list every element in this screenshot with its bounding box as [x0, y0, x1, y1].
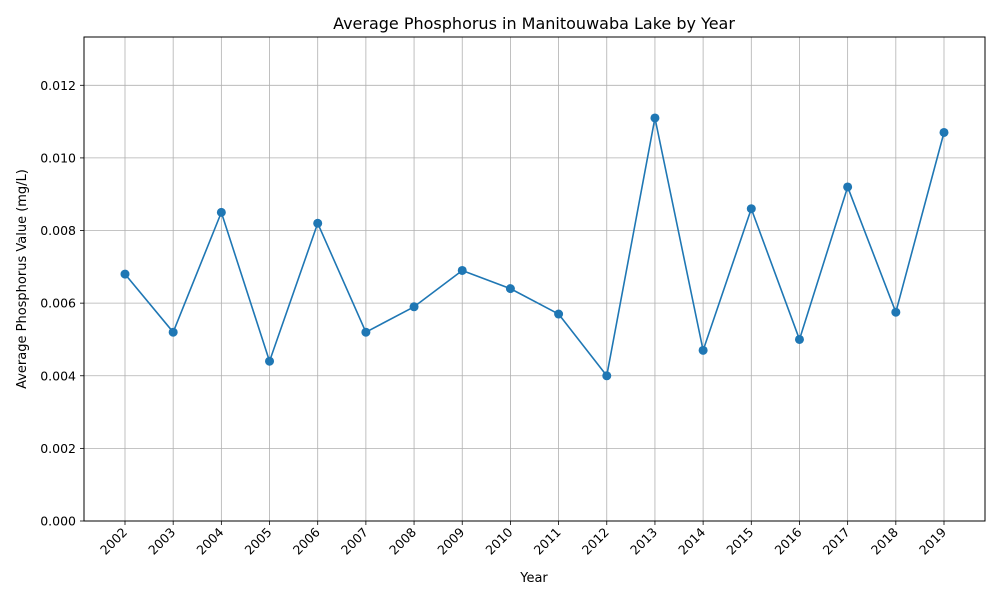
x-tick-label: 2016 [771, 524, 804, 557]
data-point [939, 127, 949, 137]
y-tick-label: 0.002 [40, 441, 76, 456]
x-axis-ticks: 2002 2003 2004 2005 2006 2007 2008 2009 2010 2011… [97, 521, 949, 558]
data-point [168, 327, 178, 337]
data-point [602, 371, 612, 381]
data-point [891, 307, 901, 317]
x-tick-label: 2009 [434, 524, 467, 557]
x-tick-label: 2010 [482, 524, 515, 557]
data-point [361, 327, 371, 337]
x-tick-label: 2003 [145, 525, 178, 558]
x-tick-label: 2006 [290, 524, 323, 557]
y-tick-label: 0.006 [40, 296, 76, 311]
chart-title: Average Phosphorus in Manitouwaba Lake b… [333, 14, 735, 33]
data-point [120, 269, 130, 279]
data-point [457, 265, 467, 275]
data-point [216, 207, 226, 217]
y-tick-label: 0.000 [40, 514, 76, 529]
data-point [698, 345, 708, 355]
data-point [554, 309, 564, 319]
data-point [313, 218, 323, 228]
x-tick-label: 2013 [627, 525, 660, 558]
x-tick-label: 2007 [338, 525, 371, 558]
x-tick-label: 2012 [579, 525, 612, 558]
grid-lines [84, 37, 985, 522]
y-axis-label: Average Phosphorus Value (mg/L) [15, 169, 30, 389]
x-tick-label: 2014 [675, 524, 708, 557]
data-point [794, 334, 804, 344]
series-line [124, 117, 945, 377]
x-tick-label: 2005 [242, 525, 275, 558]
plot-area-frame [83, 36, 986, 522]
x-tick-label: 2019 [916, 524, 949, 557]
x-tick-label: 2002 [97, 525, 130, 558]
y-tick-label: 0.010 [40, 150, 76, 165]
x-tick-label: 2011 [531, 525, 564, 558]
x-tick-label: 2017 [820, 525, 853, 558]
data-point [265, 356, 275, 366]
data-point [746, 204, 756, 214]
data-point [650, 113, 660, 123]
x-tick-label: 2004 [193, 524, 226, 557]
y-axis-ticks: 0.000 0.002 0.004 0.006 0.008 0.010 0.012 [40, 78, 84, 529]
data-point [409, 302, 419, 312]
x-tick-label: 2015 [723, 525, 756, 558]
y-tick-label: 0.012 [40, 78, 76, 93]
data-point [843, 182, 853, 192]
series-group [120, 113, 949, 381]
x-axis-label: Year [519, 571, 548, 586]
y-tick-label: 0.008 [40, 223, 76, 238]
x-tick-label: 2018 [868, 524, 901, 557]
x-tick-label: 2008 [386, 524, 419, 557]
data-point [505, 284, 515, 294]
y-tick-label: 0.004 [40, 368, 76, 383]
